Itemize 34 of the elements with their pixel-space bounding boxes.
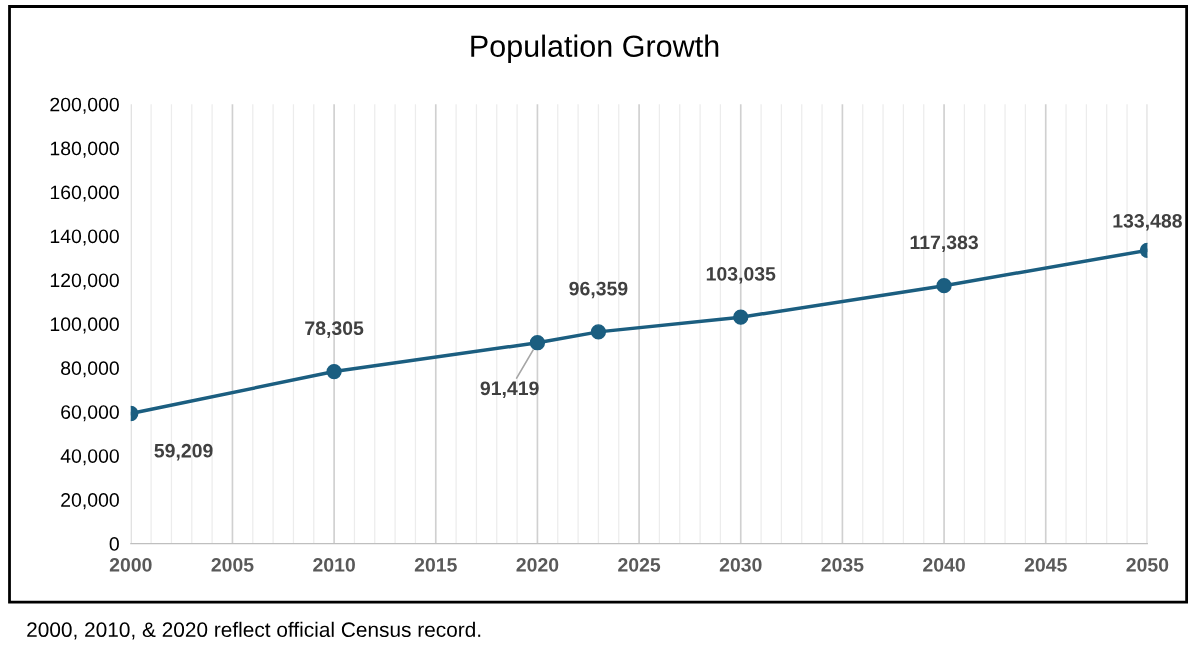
x-tick-label: 2025 bbox=[618, 557, 661, 572]
chart-title: Population Growth bbox=[471, 34, 719, 64]
x-tick-label: 2015 bbox=[414, 557, 457, 572]
y-tick-label: 160,000 bbox=[50, 185, 119, 202]
x-tick-label: 2030 bbox=[719, 557, 762, 572]
y-tick-label: 180,000 bbox=[50, 141, 119, 158]
x-tick-label: 2020 bbox=[516, 557, 559, 572]
text: 2000, 2010, & 2020 reflect official Census record. bbox=[27, 621, 481, 640]
x-tick-label: 2010 bbox=[313, 557, 355, 572]
y-tick-label: 120,000 bbox=[50, 273, 119, 290]
y-tick-label: 140,000 bbox=[50, 229, 119, 246]
y-tick-label: 40,000 bbox=[60, 449, 119, 466]
point bbox=[529, 335, 546, 351]
y-tick-label: 100,000 bbox=[50, 317, 119, 334]
data-label: 91,419 bbox=[480, 381, 539, 398]
y-tick-label: 200,000 bbox=[50, 97, 119, 114]
data-label: 117,383 bbox=[910, 235, 978, 253]
x-tick-label: 2040 bbox=[923, 557, 965, 572]
data-label: 59,209 bbox=[154, 443, 213, 461]
x-tick-label: 2050 bbox=[1126, 557, 1169, 572]
y-tick-label: 0 bbox=[109, 537, 119, 551]
point bbox=[733, 309, 749, 325]
x-tick-label: 2035 bbox=[821, 557, 864, 572]
data-label: 96,359 bbox=[569, 281, 628, 299]
x-tick-label: 2045 bbox=[1024, 557, 1067, 572]
data-label: 133,488 bbox=[1113, 213, 1182, 231]
y-tick-label: 60,000 bbox=[61, 405, 119, 422]
y-tick-label: 20,000 bbox=[61, 493, 119, 510]
point bbox=[590, 324, 607, 340]
y-tick-label: 80,000 bbox=[61, 361, 119, 378]
x-tick-label: 2005 bbox=[211, 557, 254, 572]
data-label: 78,305 bbox=[305, 321, 364, 338]
data-label: 103,035 bbox=[706, 266, 776, 284]
x-tick-label: 2000 bbox=[109, 557, 152, 572]
